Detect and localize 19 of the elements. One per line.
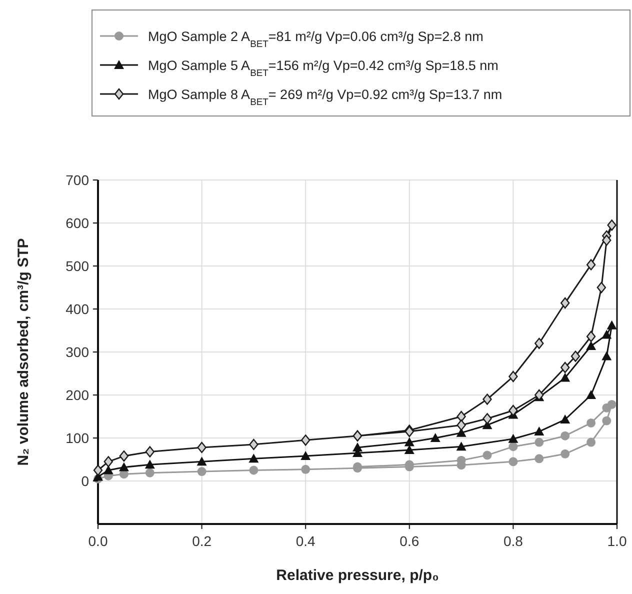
y-tick-label: 100 bbox=[66, 430, 90, 446]
legend-label: MgO Sample 5 A$_{BET}$=156 m²/g Vp=0.42 cm³/g Sp=18.5 nm bbox=[148, 58, 498, 78]
x-tick-label: 0.4 bbox=[296, 533, 316, 549]
y-tick-label: 200 bbox=[66, 387, 90, 403]
y-tick-label: 700 bbox=[66, 172, 90, 188]
x-tick-label: 0.2 bbox=[192, 533, 212, 549]
x-axis-title: Relative pressure, p/p₀ bbox=[276, 567, 439, 584]
y-tick-label: 600 bbox=[66, 215, 90, 231]
x-tick-label: 0.6 bbox=[400, 533, 420, 549]
x-tick-label: 1.0 bbox=[607, 533, 627, 549]
legend-label: MgO Sample 2 A$_{BET}$=81 m²/g Vp=0.06 cm³/g Sp=2.8 nm bbox=[148, 29, 484, 50]
x-tick-label: 0.0 bbox=[88, 533, 108, 549]
y-tick-label: 500 bbox=[66, 258, 90, 274]
y-tick-label: 300 bbox=[66, 344, 90, 360]
y-axis-title: N₂ volume adsorbed, cm³/g STP bbox=[15, 238, 32, 466]
y-tick-label: 400 bbox=[66, 301, 90, 317]
legend-label: MgO Sample 8 A$_{BET}$= 269 m²/g Vp=0.92 cm³/g Sp=13.7 nm bbox=[148, 87, 502, 108]
x-tick-label: 0.8 bbox=[503, 533, 524, 549]
y-tick-label: 0 bbox=[81, 473, 90, 489]
